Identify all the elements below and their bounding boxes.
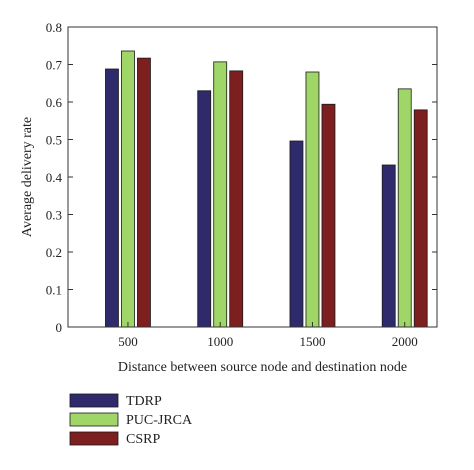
bar-puc-jrca-1500 [305, 71, 320, 328]
y-tick-label: 0.8 [46, 20, 62, 35]
x-tick-label: 2000 [392, 334, 418, 349]
bar-csrp-1000 [229, 70, 244, 328]
x-axis: 500 1000 1500 2000 [118, 322, 418, 349]
x-tick-label: 500 [118, 334, 138, 349]
bar-tdrp-500 [105, 68, 119, 328]
legend: TDRP PUC-JRCA CSRP [69, 393, 193, 447]
bar-csrp-500 [137, 57, 151, 328]
bar-tdrp-1500 [289, 140, 304, 328]
y-tick-label: 0.1 [46, 283, 62, 298]
bars-group [105, 50, 428, 328]
legend-swatch-tdrp [69, 393, 119, 408]
legend-swatch-csrp [69, 431, 119, 446]
x-tick-label: 1500 [299, 334, 325, 349]
legend-swatch-puc-jrca [69, 412, 119, 427]
bar-puc-jrca-2000 [397, 88, 412, 328]
x-axis-label: Distance between source node and destina… [118, 360, 407, 375]
y-tick-label: 0.4 [46, 170, 63, 185]
y-axis: 0 0.1 0.2 0.3 0.4 0.5 0.6 0.7 0.8 [46, 20, 437, 335]
bar-csrp-2000 [413, 109, 428, 328]
legend-label-csrp: CSRP [126, 432, 160, 447]
bar-tdrp-1000 [197, 90, 212, 328]
y-tick-label: 0.2 [46, 245, 62, 260]
y-axis-label: Average delivery rate [20, 117, 35, 237]
legend-label-tdrp: TDRP [126, 394, 162, 409]
legend-label-puc-jrca: PUC-JRCA [126, 413, 193, 428]
bar-puc-jrca-500 [121, 50, 135, 328]
y-tick-label: 0.5 [46, 133, 62, 148]
bar-puc-jrca-1000 [213, 61, 228, 328]
bar-csrp-1500 [321, 103, 336, 328]
y-tick-label: 0.6 [46, 95, 63, 110]
y-tick-label: 0.7 [46, 58, 63, 73]
y-tick-label: 0.3 [46, 208, 62, 223]
bar-tdrp-2000 [381, 164, 396, 328]
y-tick-label: 0 [56, 320, 63, 335]
x-tick-label: 1000 [207, 334, 233, 349]
